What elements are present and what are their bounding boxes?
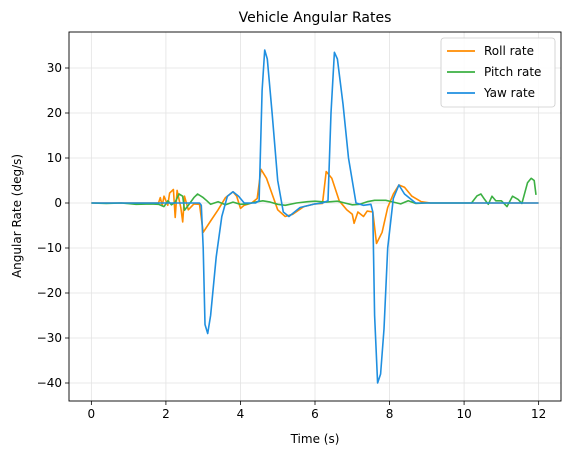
series-group [91, 49, 539, 384]
y-tick-label: 30 [47, 61, 62, 75]
y-tick-label: 0 [54, 196, 62, 210]
x-tick-label: 10 [456, 407, 471, 421]
y-tick-label: −30 [37, 331, 62, 345]
series-line-yaw-rate [91, 49, 539, 384]
legend-label: Pitch rate [484, 65, 541, 79]
x-tick-label: 4 [237, 407, 245, 421]
chart-title: Vehicle Angular Rates [239, 10, 392, 26]
legend-box [440, 37, 556, 108]
legend: Roll rate Pitch rate Yaw rate [440, 37, 556, 108]
y-tick-label: 20 [47, 106, 62, 120]
x-tick-label: 2 [162, 407, 170, 421]
y-tick-label: 10 [47, 151, 62, 165]
legend-label: Yaw rate [483, 86, 535, 100]
x-tick-label: 8 [386, 407, 394, 421]
x-axis: 0 2 4 6 8 10 12 [88, 401, 546, 421]
legend-label: Roll rate [484, 44, 534, 58]
x-tick-label: 12 [531, 407, 546, 421]
y-axis: −40 −30 −20 −10 0 10 20 30 [37, 61, 69, 390]
y-axis-label: Angular Rate (deg/s) [10, 154, 24, 278]
x-axis-label: Time (s) [290, 432, 340, 446]
y-tick-label: −10 [37, 241, 62, 255]
y-tick-label: −40 [37, 376, 62, 390]
series-line-pitch-rate [91, 177, 537, 211]
y-tick-label: −20 [37, 286, 62, 300]
x-tick-label: 6 [311, 407, 319, 421]
x-tick-label: 0 [88, 407, 96, 421]
